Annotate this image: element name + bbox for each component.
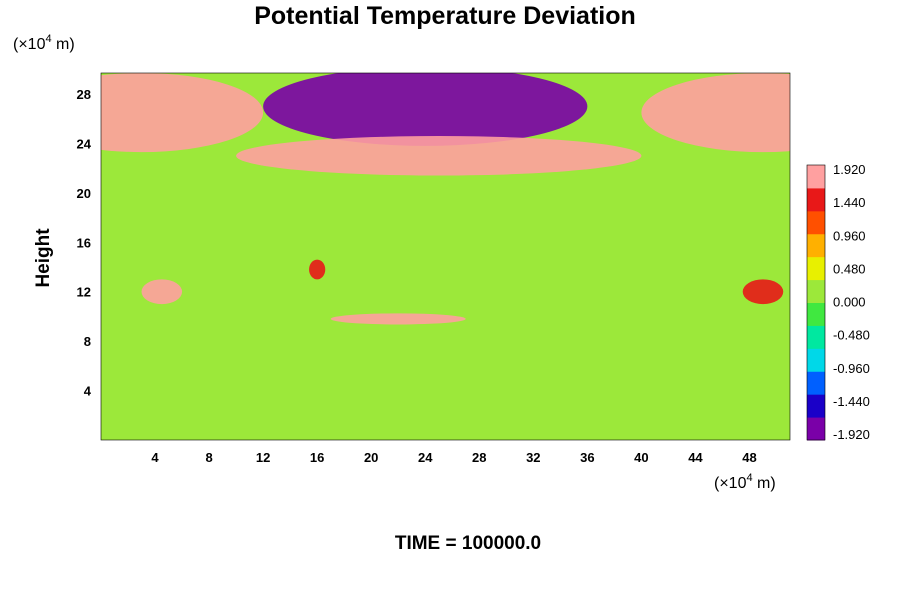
x-unit-suffix: m) (753, 475, 776, 492)
x-unit-exp: 4 (746, 472, 752, 484)
colorbar-swatch (807, 210, 825, 235)
colorbar-tick-label: 0.960 (833, 228, 866, 243)
colorbar-swatch (807, 302, 825, 326)
colorbar-swatch (807, 394, 825, 418)
colorbar-tick-label: -1.440 (833, 394, 870, 409)
anomaly-features (101, 73, 790, 325)
colorbar (806, 164, 826, 441)
x-tick-label: 16 (310, 450, 324, 465)
anomaly-feature-2 (263, 73, 588, 146)
x-tick-label: 12 (256, 450, 270, 465)
y-tick-label: 8 (84, 334, 91, 349)
y-tick-label: 28 (77, 87, 91, 102)
y-tick-label: 16 (77, 235, 91, 250)
x-unit-prefix: (×10 (714, 475, 747, 492)
colorbar-tick-label: -1.920 (833, 427, 870, 442)
x-tick-label: 28 (472, 450, 486, 465)
colorbar-swatch (807, 256, 825, 281)
x-tick-label: 24 (418, 450, 433, 465)
x-tick-label: 44 (688, 450, 703, 465)
y-tick-label: 20 (77, 186, 91, 201)
anomaly-feature-1 (101, 73, 264, 153)
y-unit-suffix: m) (52, 36, 75, 53)
colorbar-tick-label: -0.960 (833, 361, 870, 376)
y-tick-label: 12 (77, 285, 91, 300)
time-label: TIME = 100000.0 (395, 533, 541, 554)
y-tick-label: 4 (84, 384, 92, 399)
colorbar-tick-label: 0.480 (833, 261, 866, 276)
y-unit-exp: 4 (45, 33, 51, 45)
y-axis-unit: (×104 m) (13, 33, 75, 53)
y-unit-prefix: (×10 (13, 36, 46, 53)
chart-title: Potential Temperature Deviation (254, 2, 636, 30)
colorbar-swatch (807, 165, 825, 189)
colorbar-swatch (807, 279, 825, 303)
colorbar-swatch (807, 348, 825, 372)
x-tick-label: 36 (580, 450, 594, 465)
colorbar-swatch (807, 371, 825, 395)
anomaly-feature-7 (330, 313, 466, 325)
anomaly-feature-6 (309, 259, 326, 280)
y-axis-ticks: 4 8 12 16 20 24 28 (77, 87, 92, 399)
colorbar-tick-label: 0.000 (833, 295, 866, 310)
x-tick-label: 4 (151, 450, 159, 465)
anomaly-feature-8 (742, 279, 784, 305)
colorbar-swatch (807, 187, 825, 212)
colorbar-swatch (807, 417, 825, 441)
anomaly-feature-3 (641, 73, 790, 153)
anomaly-feature-4 (236, 136, 642, 176)
colorbar-swatch (807, 325, 825, 349)
x-tick-label: 20 (364, 450, 378, 465)
colorbar-tick-label: -0.480 (833, 328, 870, 343)
x-tick-label: 8 (205, 450, 212, 465)
x-tick-label: 48 (742, 450, 756, 465)
colorbar-frame (806, 164, 826, 441)
colorbar-swatch (807, 233, 825, 258)
plot-frame (100, 72, 791, 441)
colorbar-tick-label: 1.440 (833, 195, 866, 210)
anomaly-feature-5 (141, 279, 183, 305)
x-axis-unit: (×104 m) (714, 472, 776, 492)
x-tick-label: 40 (634, 450, 648, 465)
colorbar-tick-label: 1.920 (833, 162, 866, 177)
y-axis-label: Height (33, 228, 54, 288)
x-tick-label: 32 (526, 450, 540, 465)
plot-area (100, 72, 791, 441)
y-tick-label: 24 (77, 136, 92, 151)
colorbar-ticks: 1.920 1.440 0.960 0.480 0.000 -0.480 -0.960 -1.… (833, 162, 870, 442)
x-axis-ticks: 4 8 12 16 20 24 28 32 36 40 44 48 (151, 450, 756, 465)
